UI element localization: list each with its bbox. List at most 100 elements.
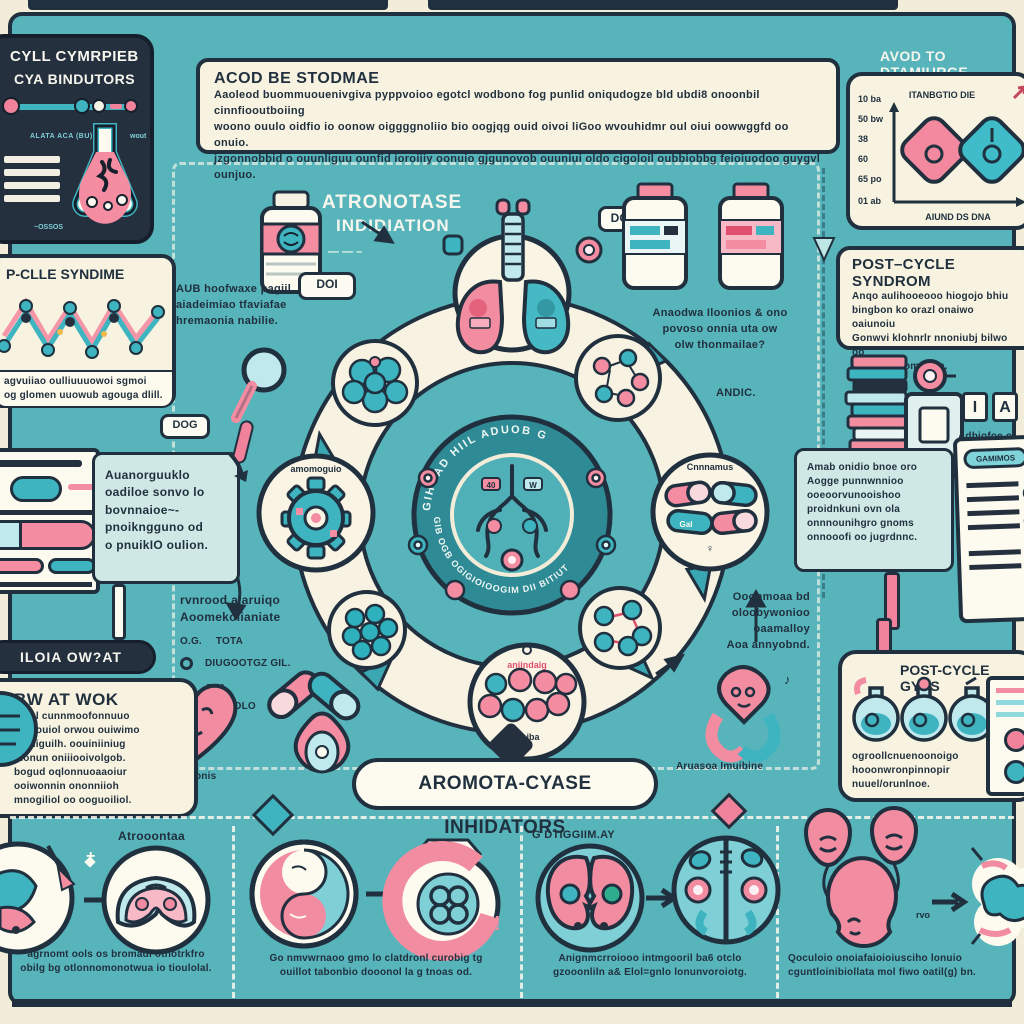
doc-button[interactable]: GAMIMOS: [963, 446, 1024, 470]
bw-line7: mnogiliol oo ooguoiliol.: [14, 795, 132, 806]
right-mid-note: Ooonmoaa bd oloobywonioo oaamalloy Aoa a…: [700, 590, 810, 654]
s3-caption-2: gzooonliln a& Elol=gnlo lonunvoroiotg.: [553, 967, 747, 978]
list-item1-icon: O.G.: [180, 635, 202, 647]
svg-text:ITANBGTIO DIE: ITANBGTIO DIE: [909, 90, 975, 100]
top-note-line1: Aaoleod buommuouenivgiva pyppvoioo egotc…: [214, 89, 760, 117]
mini-doc-line-1: [996, 688, 1024, 693]
pills-card: [0, 448, 100, 594]
right-mid-3: oaamalloy: [753, 622, 810, 635]
slider-knob-pink-2[interactable]: [124, 99, 138, 113]
top-note-title: ACOD BE STODMAE: [214, 70, 380, 87]
mini-doc-card: [986, 676, 1024, 796]
left-speech-5: o pnuikIO oulion.: [105, 537, 209, 552]
s2-caption-2: ouillot tabonbio dooonol la g tnoas od.: [279, 967, 473, 978]
bottom-sep-3: [776, 826, 779, 998]
mini-doc-circle-pink: [1004, 728, 1024, 752]
doc-button-label: GAMIMOS: [975, 453, 1016, 464]
ia-tile-2-label: A: [999, 399, 1011, 416]
left-speech-2: oadiloe sonvo lo: [105, 485, 205, 500]
dashed-guide-vline: [822, 168, 825, 598]
left-list-heading-1: rvnrood alaruiqo: [180, 593, 281, 607]
stat-bar-1: [4, 156, 60, 163]
aromatase-dash: — — –: [328, 246, 363, 258]
top-frame-bar-left: [28, 0, 388, 10]
panel-footer: ~OSSOS: [34, 224, 63, 231]
post-cycle-syndrome-box: POST–CYCLE SYNDROM Anqo aulihooeooo hiog…: [836, 246, 1024, 372]
post2-line1: ogroollcnuenoonoigo: [852, 751, 959, 762]
s1-label: Atrooontaa: [118, 829, 185, 843]
s1-caption: agrnomt ools os bromadi otnotrkfro obilg…: [6, 948, 226, 976]
svg-text:10 ba: 10 ba: [858, 94, 882, 104]
vials-note: Anaodwa Iloonios & ono povoso onnia uta …: [636, 306, 804, 354]
vials-note-line2: povoso onnia uta ow: [662, 322, 778, 335]
doc-line-3: [967, 509, 1020, 517]
down-arrow-dashed: [812, 237, 836, 263]
panel-title-1: CYLL CYMRPIEB: [10, 48, 139, 65]
slider-dash-pink: [110, 104, 122, 109]
doc-line-4: [967, 523, 1020, 531]
s3-caption: Anignmcrroiooo intmgooril ba6 otclo gzoo…: [530, 952, 770, 980]
right-speech-2: Aogge punnwnnioo: [807, 476, 904, 487]
right-mid-1: Ooonmoaa bd: [732, 591, 810, 603]
corner-arrow-icon: [1012, 85, 1024, 100]
right-speech-3: ooeoorvunooishoo: [807, 490, 901, 501]
post-cycle-gyns-box: POST-CYCLE GYNS ogroollcnuenoonoig: [838, 650, 1024, 802]
svg-text:01 ab: 01 ab: [858, 196, 882, 206]
svg-text:60: 60: [858, 154, 868, 164]
vials-note-extra: ANDIC.: [716, 387, 756, 399]
bar-teal: [48, 558, 96, 574]
aromatase-heading-1: ATRONOTASE: [322, 192, 463, 213]
bw-line2: ooinouiol orwou ouiwimo: [14, 725, 140, 736]
bottom-banner: AROMOTA-CYASE INHIDATORS: [352, 758, 658, 838]
s4-small-label: rvo: [916, 910, 931, 920]
avoid-chart-box: ITANBGTIO DIE 10 ba 50 bw 38 60 65 po 01…: [846, 72, 1024, 230]
slider-track[interactable]: [8, 104, 128, 110]
medicine-vials-icon: [622, 182, 784, 290]
capsule-teal: [10, 476, 62, 502]
cycle-inhibitors-panel: CYLL CYMRPIEB CYA BINDUTORS ALATA ACA (B…: [0, 34, 154, 244]
slider-knob-pink-1[interactable]: [2, 97, 20, 115]
doc-line-2: [966, 495, 1020, 503]
ap-cycle-caption-1: agvuiiao oulliuuuowoi sgmoi: [4, 376, 147, 387]
slider-knob-white[interactable]: [92, 99, 106, 113]
doc-line-1: [966, 481, 1019, 489]
slider-knob-teal[interactable]: [74, 98, 90, 114]
aromatase-heading-2: INDIDIATION: [336, 216, 450, 235]
slider-caption-right: wout: [130, 133, 147, 140]
ia-tile-2: A: [992, 392, 1018, 422]
bar-pink: [0, 558, 44, 574]
pill-bottle-icon: [260, 190, 322, 294]
right-speech-5: onnnounihgro gnoms: [807, 518, 914, 529]
post1-line2: bingbon ko orazl onaiwo oaiunoiu: [852, 305, 974, 330]
post1-line3: Gonwvi klohnrlr nnoniubj bilwo oo: [852, 333, 1008, 358]
slider-caption: ALATA ACA (BU): [30, 133, 93, 140]
left-mid-note-line2: aiadeimiao tfaviafae: [176, 298, 287, 311]
ribbon-medal-icon: ♪: [705, 665, 791, 763]
right-speech-pole: [884, 572, 900, 630]
ribbon-caption: Aruasoa Imuibine: [676, 761, 764, 772]
ap-cycle-title: P-CLLE SYNDIME: [6, 266, 125, 282]
list-item2-text: DIUGOOTGZ GIL.: [205, 657, 291, 669]
vials-note-line3: olw thonmailae?: [674, 338, 766, 351]
bw-line3: oomiguilh. oouiniiniug: [14, 739, 126, 750]
mini-doc-line-2: [996, 700, 1024, 705]
flask-icon: [72, 123, 138, 224]
post1-line1: Anqo aulihooeooo hiogojo bhiu: [852, 291, 1009, 302]
dark-line-1: [0, 510, 92, 515]
capsule-bundle-icon: [267, 670, 361, 774]
left-speech-3: bovnnaioe~-: [105, 502, 180, 517]
magnifier-icon: [231, 347, 287, 423]
card-header-bar: [0, 460, 82, 467]
adoig-tab: ILOIA OW?AT: [0, 640, 156, 674]
s2-illustration: Dmio !: [249, 838, 501, 961]
ia-tile-1-label: I: [972, 399, 978, 416]
right-speech-box: Amab onidio bnoe oro Aogge punnwnnioo oo…: [794, 448, 954, 572]
right-speech-4: proidnkuni ovn ola: [807, 504, 901, 515]
pink-line: [68, 484, 96, 490]
dog-bubble: DOG: [160, 414, 210, 439]
teal-doc-blob-icon: [0, 691, 38, 767]
stat-bar-2: [4, 169, 60, 176]
cloud-icon: [970, 847, 1024, 946]
s2-caption-1: Go nmvwrnaoo gmo lo clatdronl curobig tg: [269, 953, 483, 964]
avoid-chart: ITANBGTIO DIE 10 ba 50 bw 38 60 65 po 01…: [858, 90, 1024, 222]
